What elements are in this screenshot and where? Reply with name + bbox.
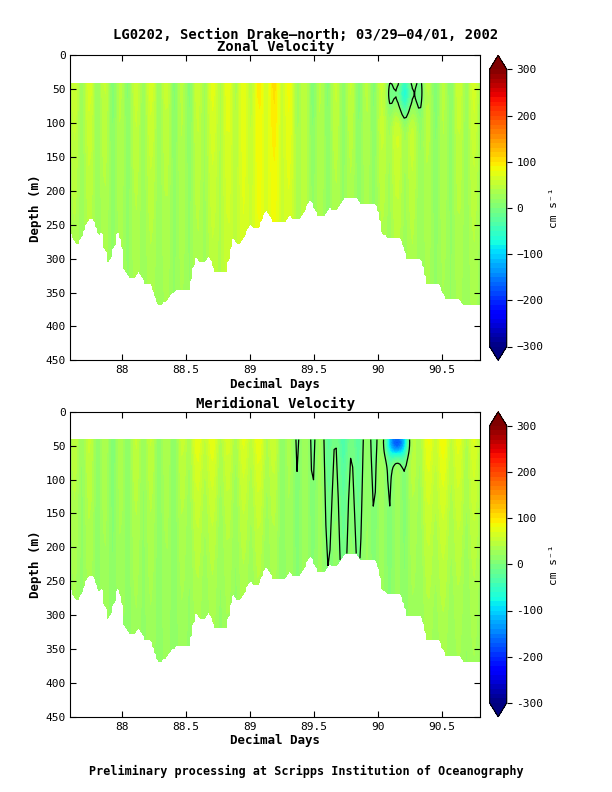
Y-axis label: cm s⁻¹: cm s⁻¹ xyxy=(549,188,559,228)
PathPatch shape xyxy=(490,347,507,360)
PathPatch shape xyxy=(490,55,507,70)
X-axis label: Decimal Days: Decimal Days xyxy=(230,378,321,391)
Text: LG0202, Section Drake–north; 03/29–04/01, 2002: LG0202, Section Drake–north; 03/29–04/01… xyxy=(113,28,499,42)
PathPatch shape xyxy=(490,703,507,717)
Y-axis label: Depth (m): Depth (m) xyxy=(29,531,42,598)
X-axis label: Decimal Days: Decimal Days xyxy=(230,734,321,748)
Y-axis label: Depth (m): Depth (m) xyxy=(29,174,42,242)
Y-axis label: cm s⁻¹: cm s⁻¹ xyxy=(549,544,559,584)
Title: Zonal Velocity: Zonal Velocity xyxy=(217,40,334,55)
Title: Meridional Velocity: Meridional Velocity xyxy=(196,397,355,411)
PathPatch shape xyxy=(490,412,507,426)
Text: Preliminary processing at Scripps Institution of Oceanography: Preliminary processing at Scripps Instit… xyxy=(89,764,523,778)
